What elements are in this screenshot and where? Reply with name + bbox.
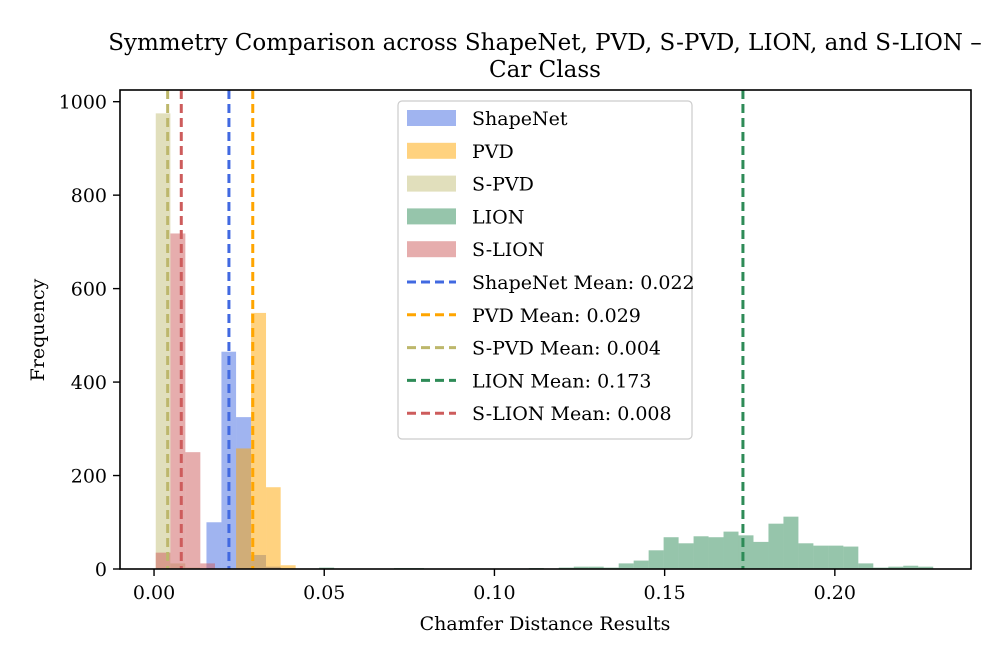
y-tick-label: 600 (71, 279, 107, 301)
x-axis-label: Chamfer Distance Results (420, 613, 671, 635)
histogram-bar (280, 565, 296, 569)
legend-item: ShapeNet Mean: 0.022 (407, 272, 695, 294)
legend-label: S-PVD (472, 174, 534, 196)
histogram-bar (738, 535, 754, 569)
legend: ShapeNet PVD S-PVD LION S-LION ShapeNet Mean:… (397, 100, 695, 440)
histogram-bar (573, 566, 589, 569)
legend-item: LION Mean: 0.173 (407, 370, 651, 392)
histogram-bar (633, 560, 649, 569)
histogram-bar (693, 536, 709, 569)
x-tick-label: 0.15 (643, 582, 685, 604)
legend-item: S-LION (407, 239, 544, 261)
histogram-bar (648, 550, 664, 569)
legend-swatch (407, 208, 456, 225)
legend-label: PVD (472, 141, 514, 163)
legend-label: ShapeNet Mean: 0.022 (472, 272, 695, 294)
histogram-bar (798, 543, 814, 569)
axes-frame (119, 89, 972, 570)
y-tick-label: 200 (71, 466, 107, 488)
histogram-bar (266, 487, 281, 569)
legend-item: PVD (407, 141, 514, 163)
histogram-bar (708, 537, 724, 569)
axes: 0.00 0.05 0.10 0.15 0.20 0 200 400 600 800 1000 (59, 89, 972, 604)
legend-swatch (407, 175, 456, 192)
y-axis-label: Frequency (27, 278, 49, 381)
legend-item: ShapeNet (407, 108, 568, 130)
histogram-bar (251, 312, 267, 569)
histogram-bar (858, 563, 874, 569)
legend-item: S-PVD Mean: 0.004 (407, 338, 661, 360)
legend-swatch (407, 142, 456, 159)
legend-box (397, 100, 693, 440)
histogram-bar (170, 233, 186, 569)
legend-label: S-LION Mean: 0.008 (472, 403, 672, 425)
histogram-bar (783, 516, 799, 569)
x-tick-label: 0.00 (133, 582, 175, 604)
histogram-bar (185, 452, 201, 569)
chart-title-line: Car Class (489, 57, 601, 83)
y-tick-label: 0 (95, 559, 107, 581)
y-tick-label: 800 (71, 185, 107, 207)
legend-item: LION (407, 206, 524, 228)
legend-label: PVD Mean: 0.029 (472, 305, 641, 327)
histogram-bar (618, 563, 634, 569)
histogram-bar (768, 523, 784, 569)
legend-label: S-LION (472, 239, 544, 261)
plot-area (155, 90, 934, 569)
x-tick-label: 0.05 (303, 582, 345, 604)
y-tick-label: 400 (71, 372, 107, 394)
legend-item: S-LION Mean: 0.008 (407, 403, 672, 425)
chart-title-line: Symmetry Comparison across ShapeNet, PVD… (108, 30, 982, 56)
histogram-bar (200, 563, 215, 569)
legend-label: LION (472, 206, 524, 228)
legend-label: ShapeNet (472, 108, 568, 130)
series-pvd (236, 312, 296, 569)
histogram-bar (828, 545, 844, 569)
legend-label: LION Mean: 0.173 (472, 370, 651, 392)
histogram-bar (918, 566, 934, 569)
legend-item: S-PVD (407, 174, 534, 196)
histogram-bar (888, 566, 904, 569)
legend-item: PVD Mean: 0.029 (407, 305, 641, 327)
histogram-bar (236, 448, 252, 569)
legend-label: S-PVD Mean: 0.004 (472, 338, 661, 360)
histogram-bar (588, 566, 604, 569)
series-lion (319, 516, 934, 569)
histogram-bar (206, 522, 222, 569)
legend-swatch (407, 110, 456, 126)
histogram-bar (753, 541, 769, 569)
histogram-bar (813, 545, 829, 569)
x-tick-label: 0.10 (473, 582, 515, 604)
histogram-bar (843, 546, 859, 569)
y-tick-label: 1000 (59, 92, 107, 114)
chart-title: Symmetry Comparison across ShapeNet, PVD… (108, 30, 982, 83)
histogram-bar (663, 537, 679, 569)
x-tick-label: 0.20 (814, 582, 856, 604)
histogram-bar (723, 531, 739, 569)
legend-swatch (407, 241, 456, 258)
histogram-bar (903, 565, 919, 569)
histogram-bar (678, 543, 694, 569)
